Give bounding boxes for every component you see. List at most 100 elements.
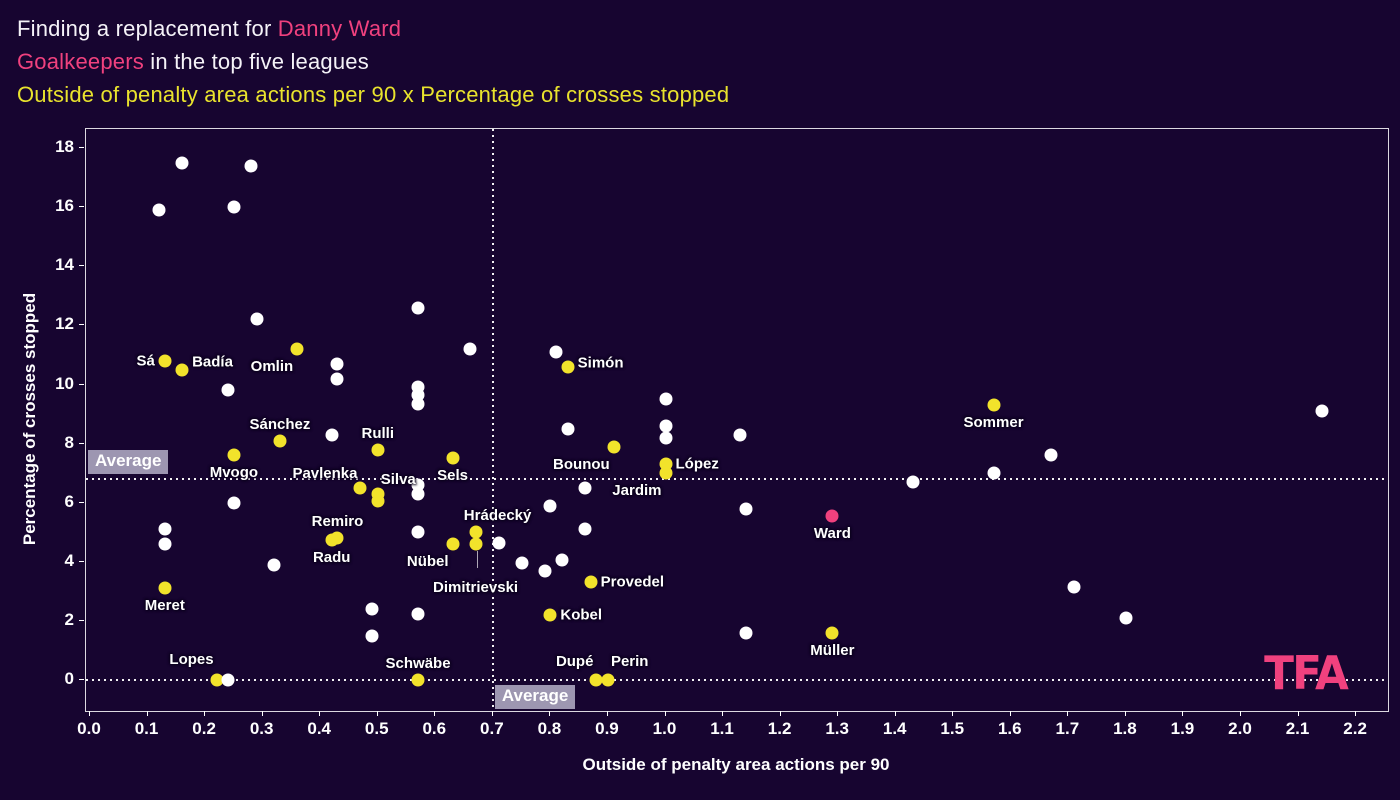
data-point [227,200,241,214]
x-tick-label: 0.5 [364,719,389,738]
point-label-Müller: Müller [810,641,855,659]
data-point [325,428,339,442]
data-point [227,496,241,510]
x-tick-mark [261,711,263,716]
average-label-y-axis: Average [88,450,169,475]
y-tick-label: 12 [55,314,74,334]
x-tick-mark [779,711,781,716]
data-point [267,558,281,572]
data-point [411,525,425,539]
point-label-Rulli: Rulli [361,424,395,442]
x-tick-label: 0.0 [77,719,101,738]
point-label-Nübel: Nübel [406,553,449,571]
data-point [659,392,672,406]
zero-line [86,679,1388,681]
x-tick-label: 1.9 [1170,719,1195,738]
title-line-2-highlight: Goalkeepers [17,49,144,74]
x-tick-label: 0.9 [595,719,619,738]
data-point [411,397,425,411]
y-tick-mark [79,324,84,326]
data-point [371,494,385,508]
x-tick-mark [606,711,608,716]
data-point-Schwäbe [411,673,425,687]
data-point [365,629,379,643]
y-tick-mark [79,679,84,680]
y-tick-mark [79,501,84,503]
title-line-2-suffix: in the top five leagues [143,49,369,74]
y-tick-mark [79,619,84,621]
x-tick-mark [146,711,148,716]
data-point-Sánchez [273,434,287,448]
x-tick-mark [1009,711,1011,716]
point-label-Provedel: Provedel [600,573,665,591]
point-label-Jardim: Jardim [612,482,662,500]
y-tick-label: 18 [55,137,74,157]
point-label-Badía: Badía [192,353,233,371]
point-label-Remiro: Remiro [311,513,364,531]
x-tick-mark [1240,711,1241,716]
point-label-Dimitrievski: Dimitrievski [433,579,519,597]
x-tick-mark [434,711,436,716]
data-point [411,301,425,315]
point-label-Omlin: Omlin [250,358,294,376]
point-label-Bounou: Bounou [553,455,610,473]
data-point [330,357,344,371]
data-point-Hrádecký [469,525,483,539]
x-tick-label: 1.1 [710,719,734,738]
point-label-Dupé: Dupé [555,653,594,670]
x-tick-label: 0.7 [480,719,504,738]
point-label-Lopes: Lopes [169,651,214,668]
data-point [152,203,166,217]
data-point [175,156,189,170]
x-tick-label: 2.0 [1228,719,1252,738]
x-tick-label: 2.1 [1285,719,1310,738]
data-point-Sá [158,354,172,368]
data-point [906,475,920,489]
data-point [739,626,753,640]
y-tick-mark [79,265,84,267]
point-label-Schwäbe: Schwäbe [385,655,451,672]
title-block: Finding a replacement for Danny Ward Goa… [17,12,729,111]
data-point-Müller [825,626,839,640]
point-label-Meret: Meret [144,597,185,615]
tfa-logo: TFA [1264,646,1349,700]
data-point [578,522,592,536]
data-point [543,499,557,513]
data-point [1044,448,1058,462]
scatter-plot-area: Average Average Sá Badía Omlin Sánchez Rulli Mv… [85,128,1389,712]
data-point [244,159,258,173]
point-label-Silva: Silva [380,470,416,488]
average-label-x-axis: Average [494,685,576,709]
x-tick-label: 1.7 [1055,719,1080,738]
x-tick-mark [1297,711,1299,716]
y-tick-label: 16 [55,196,74,216]
x-tick-label: 0.2 [192,719,216,738]
point-label-López: López [675,455,719,473]
x-tick-mark [722,711,724,716]
data-point [555,553,569,567]
label-connector [476,551,478,569]
y-tick-label: 4 [64,550,74,570]
point-label-Sommer: Sommer [963,414,1024,432]
y-axis-title-wrap: Percentage of crosses stopped [8,128,52,710]
x-tick-label: 0.6 [422,719,447,738]
x-tick-label: 1.8 [1113,719,1137,738]
data-point [659,431,672,445]
x-tick-mark [204,711,206,716]
point-label-Hrádecký: Hrádecký [463,507,532,525]
data-point-Radu [325,533,339,547]
data-point [221,383,235,397]
data-point [538,564,552,578]
data-point [549,345,563,359]
title-line-1-prefix: Finding a replacement for [17,16,278,41]
point-label-Ward: Ward [813,524,851,542]
x-tick-mark [89,711,90,716]
y-tick-label: 6 [64,491,74,511]
data-point-Perin [601,673,615,687]
data-point-Simón [561,360,575,374]
data-point-Badía [175,363,189,377]
x-tick-mark [319,711,321,716]
point-label-Sá: Sá [136,352,155,370]
y-tick-label: 8 [64,432,74,452]
